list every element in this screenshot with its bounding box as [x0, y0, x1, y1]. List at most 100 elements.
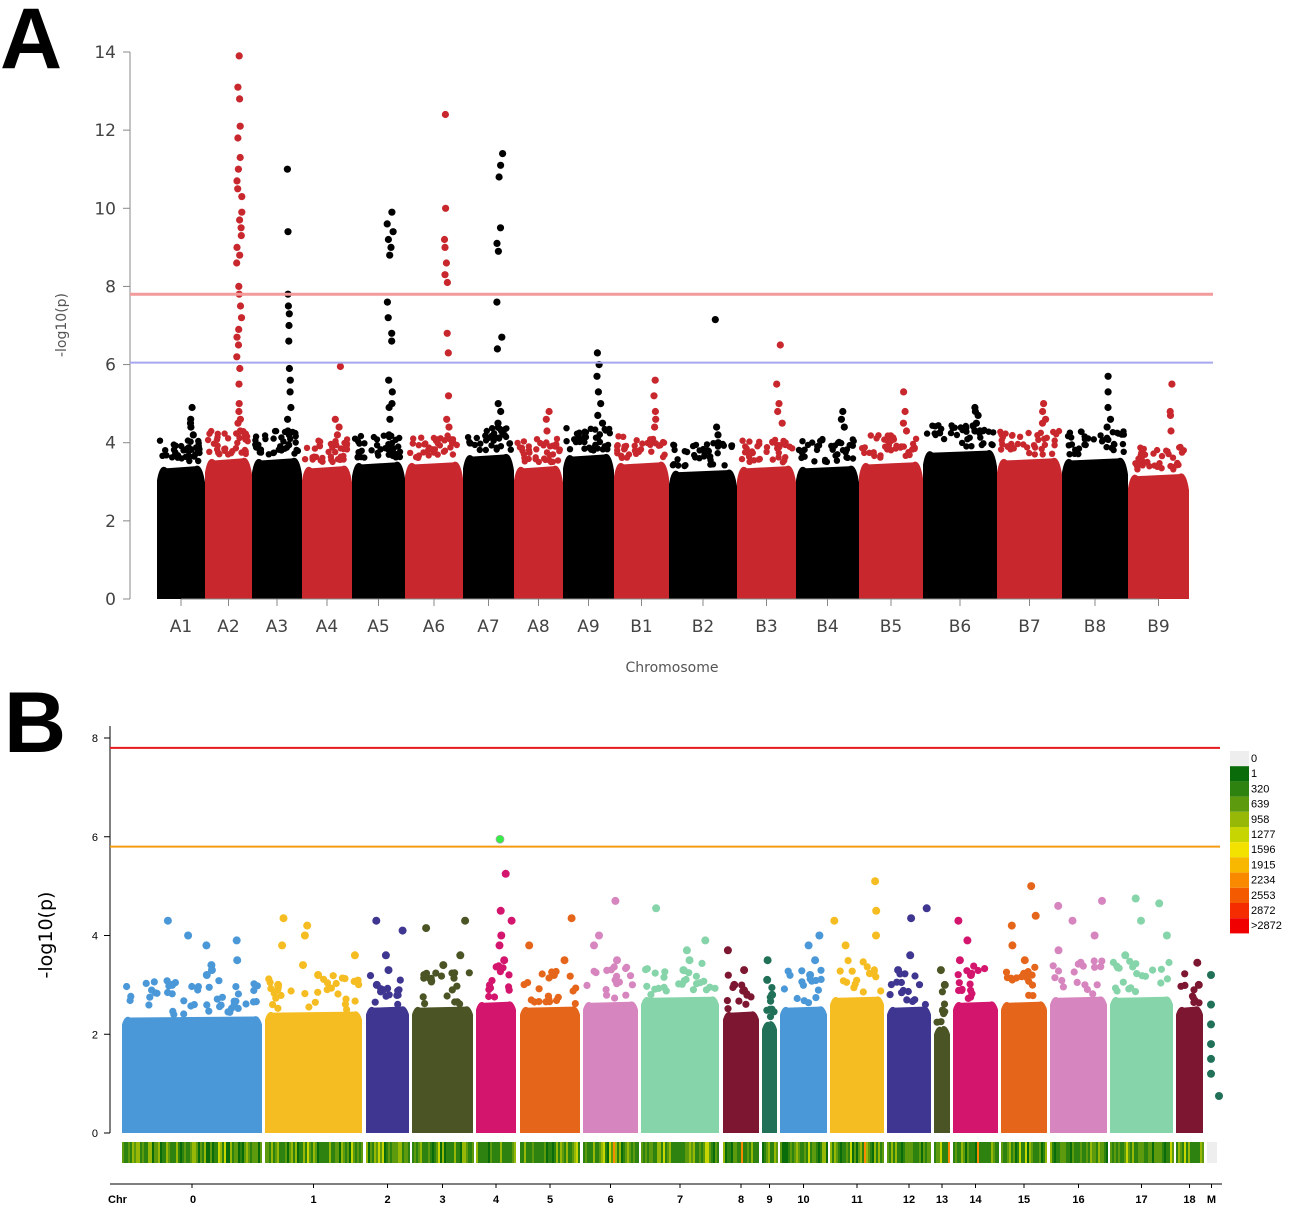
peak-point [679, 966, 688, 975]
data-point [798, 454, 805, 462]
density-cell [317, 1142, 319, 1163]
data-point [123, 982, 131, 991]
data-point [766, 1005, 774, 1014]
data-point [647, 991, 655, 999]
data-point [798, 978, 806, 986]
density-cell [1062, 1142, 1064, 1163]
peak-point [1131, 894, 1140, 903]
density-cell [299, 1142, 301, 1163]
data-point [997, 428, 1004, 435]
data-point [150, 978, 158, 986]
density-cell [281, 1142, 283, 1163]
peak-point [383, 220, 391, 228]
density-cell [623, 1142, 625, 1163]
data-point [603, 991, 611, 999]
legend-label: >2872 [1251, 920, 1282, 932]
data-point [544, 992, 553, 1000]
density-cell [997, 1142, 999, 1163]
density-cell [895, 1142, 897, 1163]
peak-point [1007, 921, 1016, 930]
density-cell [593, 1142, 595, 1163]
peak-point [1166, 411, 1175, 419]
density-cell [889, 1142, 891, 1163]
density-cell [398, 1142, 400, 1163]
density-cell [731, 1142, 733, 1163]
density-cell [887, 1142, 889, 1163]
peak-point [285, 364, 293, 373]
peak-point [445, 423, 453, 431]
density-cell [134, 1142, 136, 1163]
data-point [314, 988, 322, 996]
density-cell [492, 1142, 494, 1163]
peak-point [493, 298, 501, 306]
density-cell [903, 1142, 905, 1163]
data-point [958, 985, 966, 994]
data-point [648, 448, 655, 455]
chromosome-body-b-10 [780, 1006, 827, 1133]
density-cell [685, 1142, 687, 1163]
data-point [566, 446, 574, 453]
density-cell [190, 1142, 192, 1163]
peak-point [713, 423, 721, 431]
density-cell [1120, 1142, 1122, 1163]
density-cell [230, 1142, 232, 1163]
data-point [337, 445, 344, 452]
data-point [763, 444, 771, 451]
density-cell [987, 1142, 989, 1163]
data-point [1131, 988, 1140, 996]
data-point [977, 434, 984, 441]
density-cell [862, 1142, 864, 1163]
data-point [877, 452, 884, 459]
density-cell [422, 1142, 424, 1163]
density-cell [248, 1142, 250, 1163]
density-cell [790, 1142, 792, 1163]
x-tick-label-A2: A2 [217, 617, 239, 637]
density-cell [1070, 1142, 1072, 1163]
density-cell [858, 1142, 860, 1163]
legend-label: 1915 [1251, 859, 1275, 871]
density-cell [301, 1142, 303, 1163]
peak-point [386, 415, 394, 423]
peak-point [236, 153, 244, 162]
density-cell [1045, 1142, 1047, 1163]
density-cell [1132, 1142, 1134, 1163]
data-point [859, 988, 867, 996]
data-point [242, 448, 249, 455]
data-point [1065, 442, 1073, 449]
peak-point [549, 971, 558, 979]
density-cell [1162, 1142, 1164, 1163]
data-point [915, 981, 924, 989]
chromosome-body-b-18 [1176, 1006, 1203, 1133]
density-cell [428, 1142, 430, 1163]
density-cell [1188, 1142, 1190, 1163]
data-point [432, 969, 440, 977]
density-strip-15 [1001, 1142, 1047, 1163]
peak-point [778, 419, 786, 427]
density-cell [1021, 1142, 1023, 1163]
data-point [833, 457, 841, 464]
density-cell [655, 1142, 657, 1163]
density-cell [315, 1142, 317, 1163]
data-point [234, 990, 242, 998]
data-point [1158, 452, 1166, 460]
density-cell [1082, 1142, 1084, 1163]
legend-swatch [1230, 842, 1249, 858]
density-cell [788, 1142, 790, 1163]
density-cell [488, 1142, 490, 1163]
peak-point [837, 415, 846, 423]
peak-point [234, 134, 242, 142]
density-cell [870, 1142, 872, 1163]
peak-point [439, 961, 448, 970]
peak-point [236, 122, 244, 130]
data-point [243, 433, 251, 440]
density-cell [388, 1142, 390, 1163]
y-tick-label-a: 4 [105, 434, 116, 454]
data-point [506, 440, 514, 447]
data-point [341, 1000, 349, 1008]
data-point [1132, 460, 1139, 467]
data-point [566, 972, 574, 980]
data-point [1097, 963, 1105, 971]
density-cell [780, 1142, 782, 1163]
chromosome-b-18 [1176, 958, 1203, 1133]
density-cell [1074, 1142, 1076, 1163]
